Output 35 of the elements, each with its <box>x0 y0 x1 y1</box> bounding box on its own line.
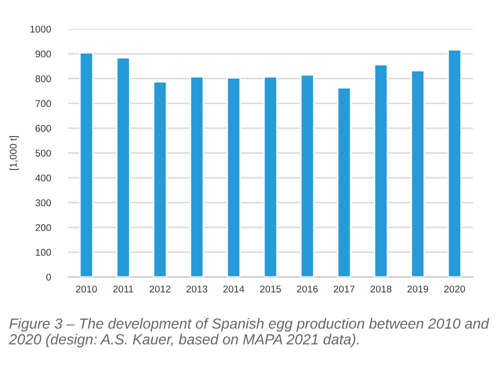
y-tick-label: 300 <box>35 199 51 206</box>
bar <box>152 81 168 277</box>
bar <box>263 76 278 277</box>
x-tick-label: 2017 <box>334 286 354 292</box>
x-tick-label: 2015 <box>260 286 281 292</box>
bar <box>447 49 462 277</box>
x-tick-label: 2011 <box>113 286 134 292</box>
bar <box>226 77 241 277</box>
bar <box>190 76 204 277</box>
x-tick-label: 2014 <box>223 286 244 292</box>
y-tick-label: 500 <box>36 150 51 157</box>
y-tick-label: 100 <box>36 248 51 256</box>
y-tick-label: 0 <box>46 274 51 281</box>
x-tick-label: 2018 <box>370 286 392 292</box>
y-axis-title: [1,000 t] <box>10 136 19 170</box>
x-tick-label: 2020 <box>444 286 466 292</box>
bar <box>410 70 425 277</box>
y-tick-label: 700 <box>36 100 51 108</box>
bar <box>79 52 94 277</box>
y-tick-label: 800 <box>36 75 51 82</box>
y-tick-label: 900 <box>36 50 51 58</box>
bar <box>374 64 388 277</box>
x-tick-label: 2013 <box>186 286 208 292</box>
bar <box>116 57 130 277</box>
bar <box>337 87 352 277</box>
caption: Figure 3 – The development of Spanish egg production between 2010 and 2020 (design: A.S. Kauer, based on MAPA 2021 data). <box>8 318 490 348</box>
y-tick-label: 600 <box>36 124 51 132</box>
y-tick-label: 400 <box>35 174 51 182</box>
bar <box>300 74 314 277</box>
y-tick-label: 1000 <box>30 26 51 33</box>
x-tick-label: 2010 <box>76 286 97 292</box>
x-tick-label: 2016 <box>296 286 318 292</box>
y-tick-label: 200 <box>36 224 51 232</box>
x-tick-label: 2012 <box>150 286 170 292</box>
x-tick-label: 2019 <box>407 286 428 292</box>
